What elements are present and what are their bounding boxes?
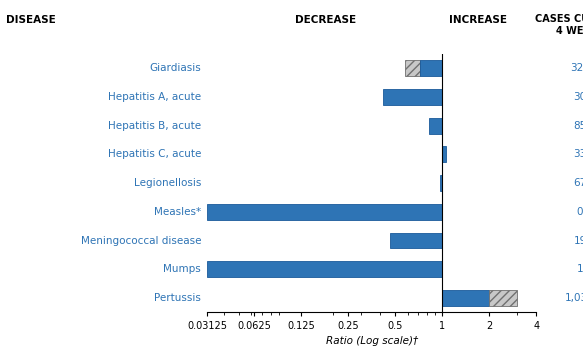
Text: Hepatitis B, acute: Hepatitis B, acute — [108, 121, 201, 131]
Text: INCREASE: INCREASE — [449, 15, 507, 25]
Text: 33: 33 — [574, 149, 583, 159]
Text: Legionellosis: Legionellosis — [134, 178, 201, 188]
Text: DISEASE: DISEASE — [6, 15, 55, 25]
Text: Giardiasis: Giardiasis — [149, 63, 201, 73]
Bar — [207, 261, 442, 277]
Text: 329: 329 — [570, 63, 583, 73]
Text: 1,035: 1,035 — [565, 293, 583, 303]
Bar — [207, 204, 442, 220]
Bar — [389, 233, 442, 248]
Text: Measles*: Measles* — [154, 207, 201, 217]
Bar — [442, 290, 489, 306]
Text: Meningococcal disease: Meningococcal disease — [80, 236, 201, 246]
Text: 30: 30 — [574, 92, 583, 102]
Bar — [489, 290, 517, 306]
Bar — [384, 89, 442, 105]
Text: 85: 85 — [574, 121, 583, 131]
Text: 0: 0 — [577, 207, 583, 217]
Text: Hepatitis C, acute: Hepatitis C, acute — [108, 149, 201, 159]
Bar — [442, 146, 445, 162]
Text: 67: 67 — [574, 178, 583, 188]
X-axis label: Ratio (Log scale)†: Ratio (Log scale)† — [325, 336, 418, 345]
Text: 19: 19 — [574, 236, 583, 246]
Bar — [420, 60, 442, 76]
Text: 1: 1 — [577, 264, 583, 274]
Text: Hepatitis A, acute: Hepatitis A, acute — [108, 92, 201, 102]
Bar — [440, 175, 442, 191]
Bar — [405, 60, 420, 76]
Text: DECREASE: DECREASE — [295, 15, 356, 25]
Bar — [429, 118, 442, 134]
Text: Mumps: Mumps — [163, 264, 201, 274]
Text: Pertussis: Pertussis — [154, 293, 201, 303]
Text: CASES CURRENT
4 WEEKS: CASES CURRENT 4 WEEKS — [535, 14, 583, 36]
